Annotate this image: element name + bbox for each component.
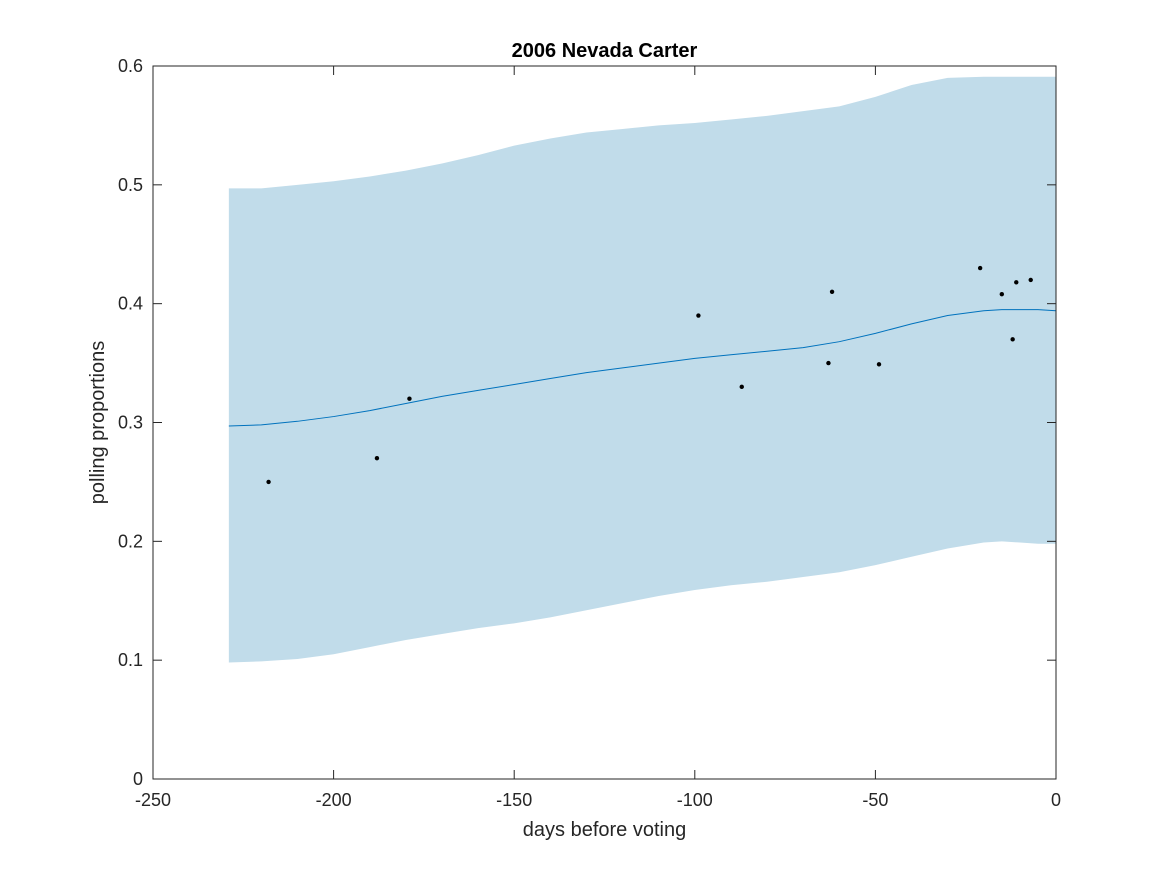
- confidence-band: [228, 76, 1057, 663]
- poll-point: [374, 455, 380, 461]
- x-tick-label: -250: [135, 790, 171, 810]
- y-tick-label: 0.1: [118, 650, 143, 670]
- y-axis-label: polling proportions: [87, 341, 109, 504]
- poll-point: [266, 479, 271, 485]
- x-tick-label: -200: [316, 790, 352, 810]
- trend-line: [228, 309, 1057, 427]
- x-tick-label: -50: [862, 790, 888, 810]
- poll-point: [826, 360, 831, 366]
- poll-point: [1028, 277, 1033, 283]
- poll-point: [999, 291, 1005, 297]
- poll-point: [696, 313, 701, 318]
- poll-point: [829, 289, 835, 294]
- plot-content: [228, 76, 1057, 663]
- y-tick-label: 0.4: [118, 294, 143, 314]
- poll-point: [1010, 337, 1015, 342]
- poll-point: [876, 362, 882, 367]
- x-tick-label: -100: [677, 790, 713, 810]
- poll-point: [977, 265, 983, 271]
- x-tick-label: 0: [1051, 790, 1061, 810]
- y-tick-label: 0.3: [118, 413, 143, 433]
- y-tick-label: 0.5: [118, 175, 143, 195]
- chart-title: 2006 Nevada Carter: [512, 40, 698, 62]
- y-tick-label: 0.2: [118, 531, 143, 551]
- y-tick-label: 0: [133, 769, 143, 789]
- poll-point: [739, 384, 744, 390]
- poll-point: [1014, 280, 1019, 285]
- y-tick-label: 0.6: [118, 56, 143, 76]
- poll-point: [407, 396, 412, 401]
- x-axis-label: days before voting: [523, 819, 686, 841]
- ticks: -250 -200 -150 -100 -50 0 0 0.1 0.2 0.3 0.4 0.5 0.6: [118, 56, 1061, 810]
- x-tick-label: -150: [496, 790, 532, 810]
